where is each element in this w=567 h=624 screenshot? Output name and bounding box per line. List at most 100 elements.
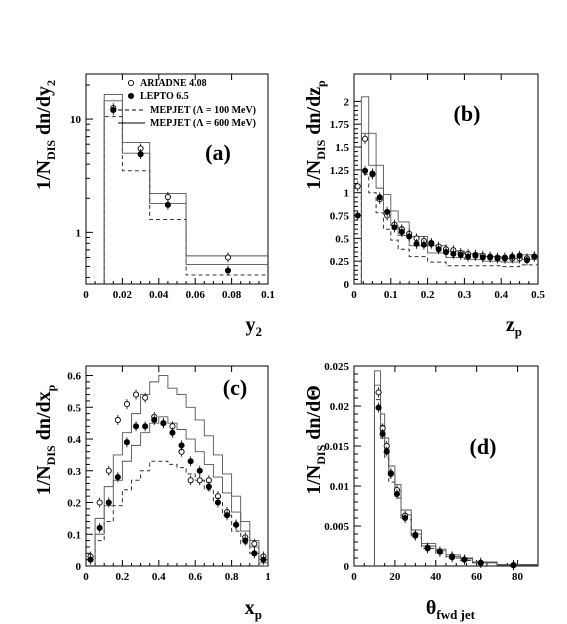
lepto-point	[457, 251, 464, 258]
x-tick-label: 0	[351, 571, 357, 583]
legend-label: MEPJET (Λ = 600 MeV)	[150, 118, 256, 129]
panel-tag: (a)	[205, 140, 231, 165]
y-tick-label: 0	[76, 561, 82, 573]
lepto-point	[96, 524, 103, 531]
y-tick-label: 0.025	[324, 361, 349, 373]
lepto-point	[369, 170, 376, 177]
x-axis-label: θfwd jet	[426, 597, 476, 622]
lepto-point	[233, 521, 240, 528]
lepto-point	[383, 448, 390, 455]
lepto-point	[110, 107, 117, 114]
x-tick-label: 0.1	[261, 289, 275, 301]
lepto-point	[477, 559, 484, 566]
x-tick-label: 0	[351, 289, 357, 301]
lepto-point	[384, 208, 391, 215]
plot-frame	[353, 365, 539, 567]
lepto-point	[251, 550, 258, 557]
y-tick-label: 1.75	[330, 119, 350, 131]
lepto-point	[450, 250, 457, 257]
x-tick-label: 0	[83, 289, 89, 301]
x-axis-label: xp	[245, 597, 262, 622]
ariadne-point	[196, 477, 203, 484]
lepto-point	[214, 499, 221, 506]
panel-a: 0 0.02 0.04 0.06 0.08 0.1 1 10 1/NDIS dn/dy2 y2 (a…	[33, 73, 275, 339]
panel-tag: (b)	[454, 101, 481, 126]
mepjet-600-histogram	[373, 384, 538, 566]
x-tick-label: 0.3	[458, 289, 472, 301]
x-tick-label: 0.2	[421, 289, 435, 301]
y-tick-label: 0.015	[324, 441, 349, 453]
lepto-point	[242, 537, 249, 544]
panel-b: 0 0.1 0.2 0.3 0.4 0.5 0 0.25 0.5 0.75 1 1.25 1.5 1.75…	[303, 73, 545, 339]
x-tick-label: 0.06	[186, 289, 206, 301]
ariadne-point	[164, 193, 171, 201]
ariadne-point	[132, 391, 140, 398]
lepto-point	[406, 233, 413, 240]
lepto-point	[420, 241, 427, 248]
lepto-point	[123, 439, 130, 446]
lepto-point	[375, 404, 382, 411]
ariadne-point	[251, 540, 258, 547]
y-tick-label: 1	[344, 188, 350, 200]
x-tick-label: 0.04	[149, 289, 169, 301]
lepto-point	[398, 228, 405, 236]
ariadne-point	[114, 416, 121, 424]
x-tick-label: 0	[83, 571, 89, 583]
lepto-point	[187, 458, 194, 465]
y-tick-label: 0.5	[67, 402, 81, 414]
x-tick-label: 0.4	[494, 289, 508, 301]
lepto-point	[137, 151, 144, 158]
lepto-point	[178, 442, 185, 449]
x-tick-label: 0.2	[116, 571, 130, 583]
y-tick-label: 0.75	[330, 211, 350, 223]
lepto-point	[160, 420, 167, 427]
y-tick-label: 0.3	[67, 466, 81, 478]
y-tick-label: 0.25	[330, 256, 350, 268]
legend: ARIADNE 4.08 LEPTO 6.5 MEPJET (Λ = 100 MeV…	[118, 78, 256, 129]
lepto-point	[379, 430, 386, 438]
ariadne-point	[375, 389, 382, 396]
x-tick-label: 0.6	[188, 571, 202, 583]
lepto-point	[412, 532, 419, 539]
x-tick-label: 60	[471, 571, 483, 583]
lepto-point	[531, 253, 538, 260]
y-tick-label: 0	[344, 279, 350, 291]
mepjet-600-histogram	[103, 100, 268, 284]
y-tick-label: 1.5	[335, 142, 349, 154]
y-tick-label: 0.2	[67, 498, 81, 510]
mepjet-100-histogram	[360, 173, 538, 284]
lepto-point	[391, 224, 398, 231]
y-tick-label: 10	[70, 114, 82, 126]
y-tick-label: 0.02	[330, 401, 350, 413]
lepto-point	[132, 423, 140, 430]
lepto-point	[151, 416, 158, 424]
lepto-point	[523, 257, 531, 264]
y-tick-label: 0	[344, 561, 350, 573]
x-tick-label: 40	[430, 571, 442, 583]
lepto-point	[413, 240, 420, 247]
y-tick-label: 0.6	[67, 371, 81, 383]
y-tick-label: 0.1	[67, 529, 81, 541]
lepto-point	[114, 474, 121, 481]
lepto-point	[402, 514, 409, 522]
lepto-point	[223, 512, 231, 519]
lepto-point	[509, 253, 516, 260]
lepto-point	[393, 490, 400, 498]
lepto-point	[387, 470, 394, 478]
lepto-point	[436, 548, 443, 555]
y-axis-label: 1/NDIS dn/dy2	[33, 80, 58, 190]
y-tick-label: 0.01	[330, 481, 349, 493]
lepto-point	[442, 248, 450, 256]
lepto-point	[449, 554, 456, 561]
lepto-point	[164, 201, 171, 208]
lepto-point	[260, 556, 267, 563]
ariadne-point	[96, 499, 103, 506]
x-tick-label: 20	[389, 571, 401, 583]
x-tick-label: 0.08	[222, 289, 242, 301]
ariadne-point	[142, 394, 149, 401]
ariadne-point	[123, 401, 130, 408]
y-tick-label: 0.5	[335, 233, 349, 245]
x-axis-label: zp	[506, 314, 522, 339]
mepjet-600-histogram	[94, 375, 268, 566]
